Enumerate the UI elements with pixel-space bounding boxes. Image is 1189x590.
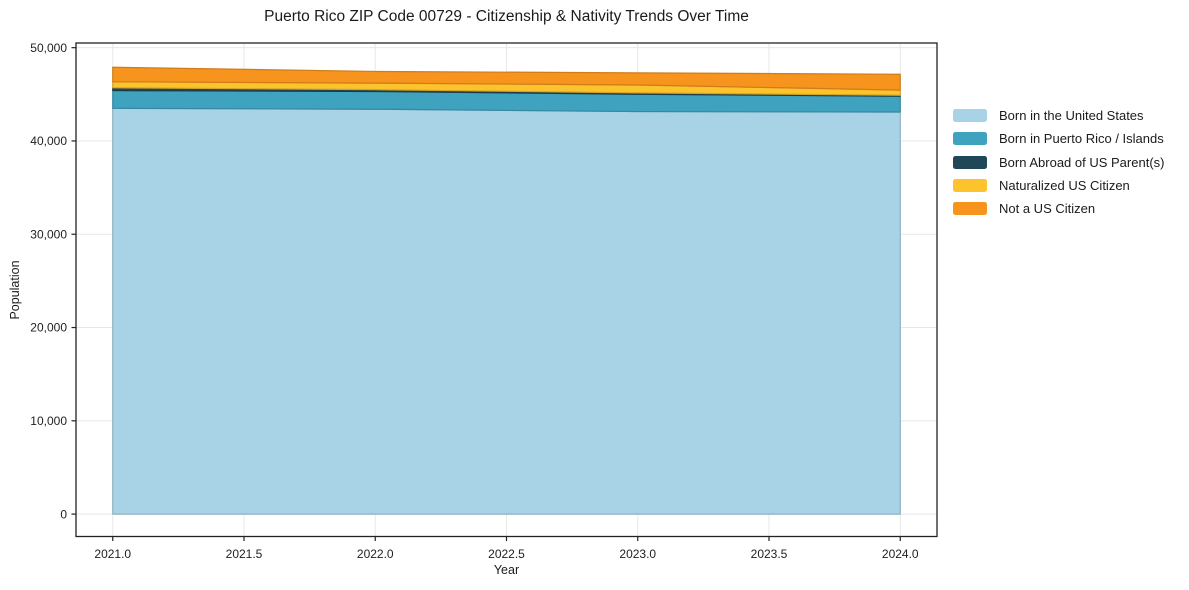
y-tick-label: 0 [60, 507, 67, 521]
y-tick-label: 40,000 [30, 134, 67, 148]
x-tick-label: 2024.0 [882, 547, 919, 561]
y-tick-label: 50,000 [30, 41, 67, 55]
x-axis-title: Year [493, 563, 520, 577]
legend-label: Born in Puerto Rico / Islands [999, 131, 1164, 147]
y-axis-title: Population [8, 260, 22, 320]
legend-swatch-naturalized [953, 179, 987, 193]
legend-item: Born Abroad of US Parent(s) [953, 151, 1164, 174]
area-born-in-the-united-states [112, 107, 901, 515]
legend-swatch-born-abroad [953, 155, 987, 169]
legend-swatch-born-us [953, 109, 987, 123]
legend-label: Born in the United States [999, 108, 1144, 124]
legend-item: Born in the United States [953, 104, 1164, 127]
x-tick-label: 2021.5 [226, 547, 263, 561]
legend-item: Naturalized US Citizen [953, 174, 1164, 197]
x-tick-label: 2021.0 [94, 547, 131, 561]
x-tick-label: 2022.0 [357, 547, 394, 561]
legend-swatch-born-pr [953, 132, 987, 146]
y-tick-label: 20,000 [30, 321, 67, 335]
x-tick-label: 2023.0 [619, 547, 656, 561]
y-tick-label: 30,000 [30, 227, 67, 241]
area-not-a-us-citizen [112, 66, 901, 91]
legend-item: Born in Puerto Rico / Islands [953, 127, 1164, 150]
x-tick-label: 2023.5 [751, 547, 788, 561]
legend-swatch-not-citizen [953, 202, 987, 216]
chart-title: Puerto Rico ZIP Code 00729 - Citizenship… [264, 8, 749, 25]
legend-label: Born Abroad of US Parent(s) [999, 154, 1165, 170]
y-tick-label: 10,000 [30, 414, 67, 428]
legend-label: Not a US Citizen [999, 201, 1096, 217]
legend-label: Naturalized US Citizen [999, 178, 1130, 194]
legend-item: Not a US Citizen [953, 197, 1164, 220]
legend: Born in the United States Born in Puerto… [953, 104, 1164, 220]
x-tick-label: 2022.5 [488, 547, 525, 561]
